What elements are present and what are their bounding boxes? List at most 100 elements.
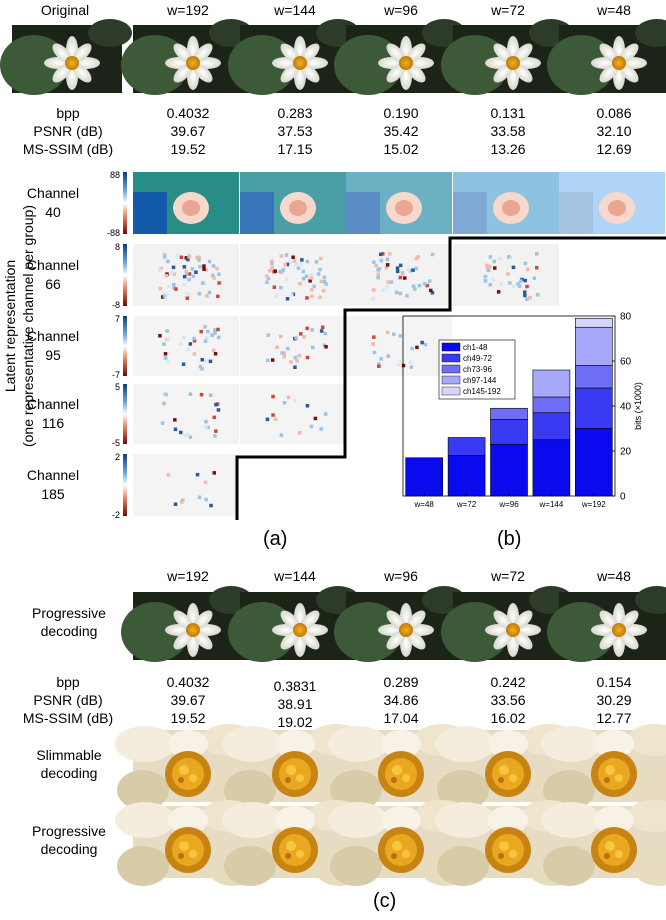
latent-pixel <box>408 360 413 365</box>
msssim-value: 12.77 <box>596 710 632 726</box>
latent-pixel <box>217 281 221 285</box>
bpp-value: 0.154 <box>596 674 632 690</box>
colorbar: 88 -88 <box>107 170 127 238</box>
header-w144: w=144 <box>274 2 316 18</box>
latent-pixel <box>291 255 295 259</box>
latent-pixel <box>173 502 178 506</box>
latent-pixel <box>398 334 402 338</box>
colorbar: 7 -7 <box>112 314 127 380</box>
latent-pixel <box>305 355 310 360</box>
panel-a: Original w=192 w=144 w=96 w=72 w=48 bpp … <box>0 0 666 560</box>
latent-map-region <box>559 192 593 234</box>
latent-pixel <box>272 285 277 289</box>
channel-label: Channel 66 <box>18 256 88 294</box>
latent-pixel <box>200 367 204 371</box>
latent-pixel <box>207 259 212 264</box>
msssim-value: 13.26 <box>490 141 526 157</box>
latent-pixel <box>206 329 210 334</box>
latent-map <box>559 172 665 234</box>
channel-label-number: 40 <box>45 204 61 220</box>
bpp-value: 0.289 <box>383 674 419 690</box>
prog-image-w48 <box>547 586 666 662</box>
latent-pixel <box>411 284 416 288</box>
latent-pixel <box>519 279 523 283</box>
latent-pixel <box>173 418 177 422</box>
latent-pixel <box>161 295 165 299</box>
y-axis-label: bits (×1000) <box>633 382 643 430</box>
colorbar-gradient <box>123 172 127 234</box>
latent-pixel <box>162 342 166 346</box>
latent-pixel <box>398 263 403 268</box>
c-header-w192: w=192 <box>167 568 209 584</box>
latent-pixel <box>197 258 201 262</box>
latent-pixel <box>401 363 406 368</box>
latent-pixel <box>216 327 220 332</box>
c-metric-labels: bpp PSNR (dB) MS-SSIM (dB) <box>8 673 128 727</box>
psnr-value: 35.42 <box>383 123 419 139</box>
latent-pixel <box>185 292 189 296</box>
psnr-value: 30.29 <box>596 692 632 708</box>
legend-label: ch145-192 <box>463 387 501 396</box>
latent-pixel <box>499 282 503 286</box>
latent-pixel <box>371 342 375 346</box>
c-metrics-w144: 0.3831 38.91 19.02 <box>240 677 350 731</box>
msssim-value: 16.02 <box>490 710 526 726</box>
latent-pixel <box>205 294 209 298</box>
colorbar-max-label: 88 <box>110 170 120 180</box>
latent-map-region <box>133 192 167 234</box>
latent-pixel <box>305 296 309 300</box>
latent-pixel <box>430 291 435 295</box>
header-original: Original <box>40 2 90 18</box>
latent-pixel <box>194 270 198 274</box>
caption-a: (a) <box>263 528 288 550</box>
latent-pixel <box>309 424 314 429</box>
latent-pixel <box>204 497 208 502</box>
psnr-value: 33.56 <box>490 692 526 708</box>
legend-swatch <box>441 386 461 396</box>
colorbar-min-label: -7 <box>112 370 120 380</box>
latent-pixel <box>322 275 327 280</box>
latent-pixel <box>266 333 271 337</box>
latent-pixel <box>386 280 390 284</box>
latent-pixel <box>281 268 286 272</box>
label-bpp: bpp <box>56 105 80 121</box>
prog-image-w96 <box>334 586 466 662</box>
latent-pixel <box>392 332 396 337</box>
psnr-value: 34.86 <box>383 692 419 708</box>
latent-pixel <box>423 282 427 286</box>
latent-pixel <box>185 272 189 276</box>
latent-pixel <box>423 342 428 347</box>
latent-pixel <box>164 274 168 278</box>
latent-pixel <box>324 345 328 349</box>
latent-map-flower-core <box>608 200 626 216</box>
latent-pixel <box>410 346 414 351</box>
c-metrics-w192: 0.4032 39.67 19.52 <box>133 673 243 727</box>
latent-pixel <box>372 288 376 292</box>
latent-pixel <box>183 433 188 438</box>
latent-pixel <box>270 259 274 263</box>
bar-segment <box>490 407 528 420</box>
latent-pixel <box>190 267 195 271</box>
channel-label: Channel 40 <box>18 184 88 222</box>
x-tick-label: w=48 <box>414 500 435 509</box>
slim-crop-w48 <box>541 724 666 810</box>
latent-pixel <box>319 329 324 333</box>
latent-pixel <box>388 252 392 256</box>
latent-pixel <box>216 294 220 299</box>
msssim-value: 12.69 <box>596 141 632 157</box>
latent-pixel <box>275 345 279 349</box>
latent-pixel <box>293 365 297 369</box>
latent-pixel <box>305 326 309 331</box>
latent-pixel <box>270 358 275 362</box>
row-label-progressive-2: Progressive decoding <box>10 822 128 858</box>
latent-pixel <box>394 290 399 295</box>
latent-pixel <box>299 261 303 266</box>
latent-pixel <box>297 353 302 358</box>
latent-pixel <box>507 255 511 259</box>
latent-pixel <box>279 254 284 258</box>
colorbar: 8 -8 <box>112 242 127 310</box>
latent-pixel <box>517 284 522 288</box>
metrics-w72: 0.131 33.58 13.26 <box>453 104 563 158</box>
latent-pixel <box>166 473 171 477</box>
latent-pixel <box>166 337 170 341</box>
